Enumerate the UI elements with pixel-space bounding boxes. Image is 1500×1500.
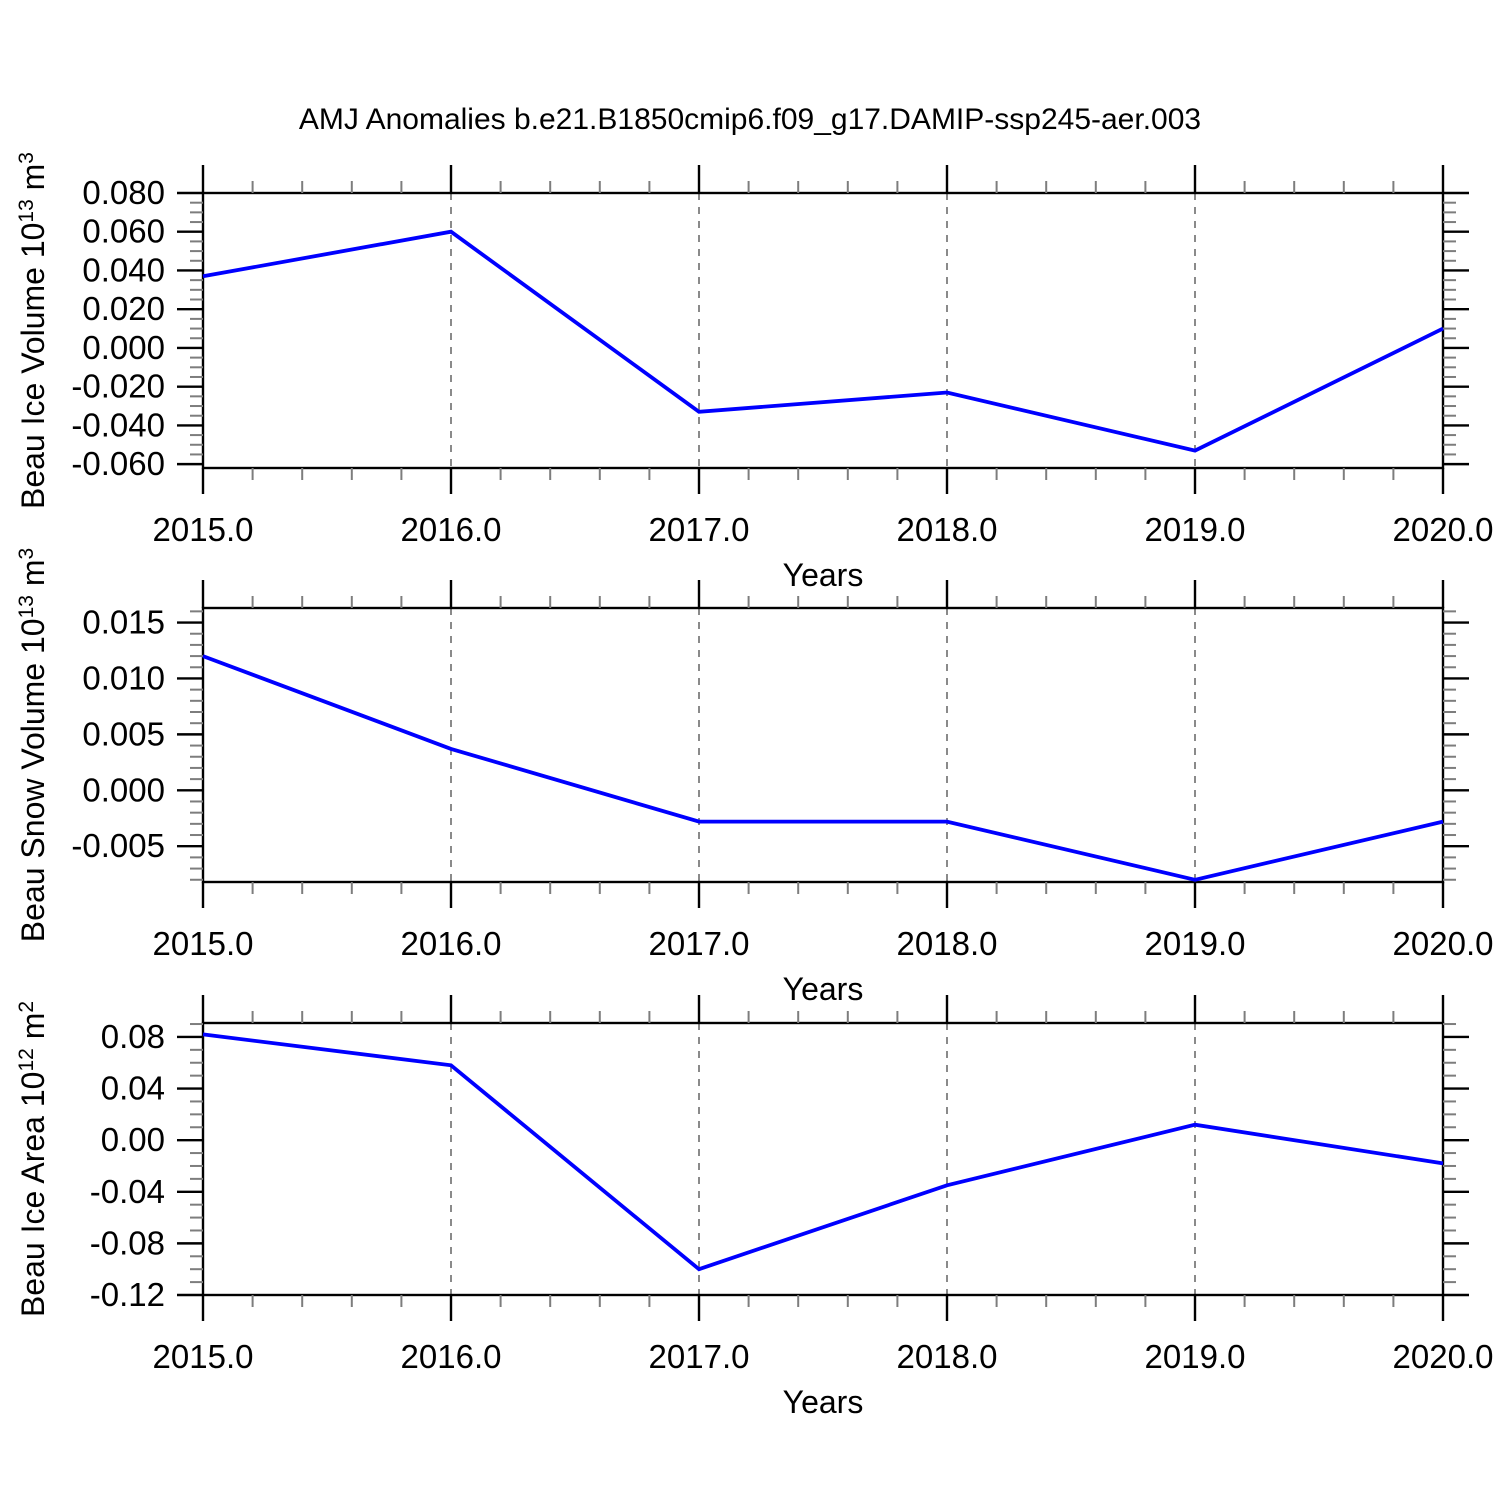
x-tick-label: 2020.0: [1393, 1338, 1494, 1375]
y-tick-label: -0.12: [90, 1276, 165, 1313]
y-tick-label: 0.040: [82, 251, 165, 288]
y-tick-label: -0.08: [90, 1224, 165, 1261]
chart-title: AMJ Anomalies b.e21.B1850cmip6.f09_g17.D…: [298, 103, 1202, 136]
x-axis-title: Years: [783, 971, 864, 1007]
x-tick-label: 2018.0: [897, 925, 998, 962]
y-tick-label: 0.005: [82, 715, 165, 752]
plot-frame: [201, 1021, 1445, 1297]
y-tick-label: 0.020: [82, 290, 165, 327]
y-tick-label: -0.060: [71, 445, 165, 482]
x-tick-label: 2019.0: [1145, 511, 1246, 548]
x-tick-label: 2016.0: [401, 1338, 502, 1375]
y-tick-label: -0.005: [71, 827, 165, 864]
x-tick-label: 2015.0: [153, 511, 254, 548]
chart-panel-2: 2015.0 2016.0 2017.0 2018.0 2019.0 2020.0 0.08…: [15, 995, 1493, 1420]
y-tick-label: 0.010: [82, 659, 165, 696]
y-tick-label: 0.080: [82, 174, 165, 211]
y-axis-title: Beau Ice Area 1012 m2: [15, 1001, 51, 1317]
y-axis-title: Beau Ice Volume 1013 m3: [15, 152, 51, 509]
plot-frame: [201, 191, 1445, 470]
x-tick-label: 2016.0: [401, 511, 502, 548]
y-tick-label: 0.00: [101, 1121, 165, 1158]
y-tick-label: 0.060: [82, 213, 165, 250]
plot-frame: [201, 606, 1445, 884]
x-tick-label: 2016.0: [401, 925, 502, 962]
data-line: [202, 229, 1444, 453]
x-tick-label: 2017.0: [649, 1338, 750, 1375]
x-tick-label: 2015.0: [153, 1338, 254, 1375]
y-tick-label: 0.04: [101, 1070, 165, 1107]
y-tick-label: -0.020: [71, 368, 165, 405]
x-tick-label: 2017.0: [649, 925, 750, 962]
x-tick-label: 2019.0: [1145, 1338, 1246, 1375]
y-axis-title: Beau Snow Volume 1013 m3: [15, 548, 51, 942]
y-tick-label: 0.015: [82, 604, 165, 641]
x-tick-label: 2018.0: [897, 1338, 998, 1375]
data-line: [202, 654, 1444, 882]
x-tick-label: 2020.0: [1393, 511, 1494, 548]
x-axis-title: Years: [783, 557, 864, 593]
chart-panel-1: 2015.0 2016.0 2017.0 2018.0 2019.0 2020.0 0.01…: [15, 548, 1493, 1007]
x-tick-label: 2017.0: [649, 511, 750, 548]
x-tick-label: 2015.0: [153, 925, 254, 962]
x-axis-title: Years: [783, 1384, 864, 1420]
y-tick-label: -0.040: [71, 406, 165, 443]
y-tick-label: 0.000: [82, 329, 165, 366]
y-tick-label: 0.000: [82, 771, 165, 808]
y-tick-label: 0.08: [101, 1018, 165, 1055]
x-tick-label: 2018.0: [897, 511, 998, 548]
y-tick-label: -0.04: [90, 1173, 165, 1210]
x-tick-label: 2019.0: [1145, 925, 1246, 962]
x-tick-label: 2020.0: [1393, 925, 1494, 962]
chart-panel-0: 2015.0 2016.0 2017.0 2018.0 2019.0 2020.0 0.08…: [15, 152, 1493, 593]
data-line: [202, 1032, 1444, 1272]
